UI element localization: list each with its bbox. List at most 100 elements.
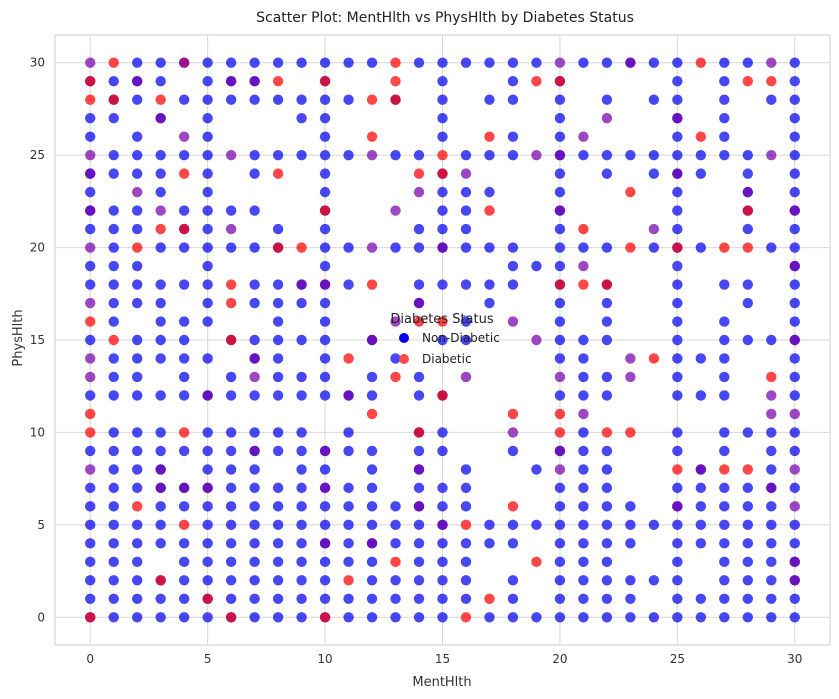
- point-non-diabetic: [272, 297, 284, 309]
- point-non-diabetic: [296, 94, 307, 105]
- point-diabetic: [742, 464, 754, 475]
- point-non-diabetic: [601, 575, 613, 586]
- point-non-diabetic: [366, 593, 378, 604]
- point-overlap: [554, 149, 566, 161]
- point-diabetic: [225, 297, 237, 309]
- point-non-diabetic: [789, 223, 800, 235]
- point-non-diabetic: [601, 445, 613, 457]
- point-non-diabetic: [155, 57, 166, 68]
- point-non-diabetic: [343, 501, 354, 512]
- point-non-diabetic: [390, 353, 401, 364]
- point-non-diabetic: [672, 297, 683, 309]
- point-non-diabetic: [742, 575, 754, 586]
- point-non-diabetic: [531, 612, 542, 623]
- point-diabetic: [108, 57, 119, 68]
- point-non-diabetic: [437, 205, 448, 216]
- point-non-diabetic: [601, 556, 613, 568]
- point-non-diabetic: [85, 519, 96, 531]
- point-non-diabetic: [766, 593, 777, 604]
- point-non-diabetic: [225, 593, 237, 604]
- y-tick-label: 20: [30, 241, 45, 255]
- point-non-diabetic: [108, 482, 119, 494]
- point-non-diabetic: [343, 445, 354, 457]
- point-non-diabetic: [460, 316, 472, 327]
- point-diabetic: [85, 408, 96, 420]
- point-overlap: [531, 149, 542, 161]
- point-non-diabetic: [178, 612, 190, 623]
- point-non-diabetic: [155, 149, 166, 161]
- point-non-diabetic: [225, 427, 237, 438]
- point-non-diabetic: [178, 445, 190, 457]
- point-diabetic: [202, 593, 213, 604]
- point-overlap: [413, 464, 425, 475]
- point-non-diabetic: [319, 57, 331, 68]
- point-non-diabetic: [202, 556, 213, 568]
- point-non-diabetic: [202, 76, 213, 87]
- point-non-diabetic: [343, 538, 354, 549]
- point-non-diabetic: [108, 76, 119, 87]
- point-non-diabetic: [719, 575, 730, 586]
- point-non-diabetic: [695, 242, 707, 253]
- point-diabetic: [554, 279, 566, 290]
- point-non-diabetic: [437, 279, 448, 290]
- point-non-diabetic: [366, 482, 378, 494]
- point-non-diabetic: [155, 501, 166, 512]
- point-non-diabetic: [343, 427, 354, 438]
- point-non-diabetic: [742, 519, 754, 531]
- point-overlap: [789, 575, 800, 586]
- point-overlap: [766, 149, 777, 161]
- point-overlap: [413, 186, 425, 198]
- point-non-diabetic: [578, 556, 589, 568]
- point-non-diabetic: [319, 353, 331, 364]
- point-non-diabetic: [695, 390, 707, 401]
- point-non-diabetic: [155, 390, 166, 401]
- point-non-diabetic: [131, 445, 143, 457]
- point-non-diabetic: [85, 445, 96, 457]
- point-non-diabetic: [249, 205, 260, 216]
- point-non-diabetic: [85, 556, 96, 568]
- point-overlap: [578, 260, 589, 272]
- point-non-diabetic: [554, 260, 566, 272]
- point-non-diabetic: [437, 186, 448, 198]
- point-non-diabetic: [202, 94, 213, 105]
- point-diabetic: [437, 168, 448, 179]
- point-non-diabetic: [742, 538, 754, 549]
- point-non-diabetic: [155, 427, 166, 438]
- point-non-diabetic: [319, 334, 331, 346]
- point-non-diabetic: [178, 149, 190, 161]
- point-non-diabetic: [108, 612, 119, 623]
- point-non-diabetic: [108, 593, 119, 604]
- point-non-diabetic: [460, 57, 472, 68]
- point-non-diabetic: [672, 223, 683, 235]
- point-non-diabetic: [85, 112, 96, 124]
- point-non-diabetic: [460, 556, 472, 568]
- point-non-diabetic: [108, 556, 119, 568]
- point-non-diabetic: [225, 464, 237, 475]
- point-non-diabetic: [366, 371, 378, 383]
- point-overlap: [85, 57, 96, 68]
- point-non-diabetic: [296, 501, 307, 512]
- point-non-diabetic: [202, 57, 213, 68]
- point-non-diabetic: [507, 131, 519, 142]
- point-non-diabetic: [131, 205, 143, 216]
- point-non-diabetic: [742, 168, 754, 179]
- point-diabetic: [178, 223, 190, 235]
- point-non-diabetic: [296, 149, 307, 161]
- legend-label-non-diabetic: Non-Diabetic: [422, 331, 500, 345]
- point-overlap: [85, 242, 96, 253]
- point-overlap: [578, 408, 589, 420]
- point-overlap: [625, 371, 636, 383]
- point-overlap: [225, 76, 237, 87]
- point-non-diabetic: [131, 94, 143, 105]
- point-overlap: [672, 168, 683, 179]
- point-non-diabetic: [272, 149, 284, 161]
- point-non-diabetic: [225, 94, 237, 105]
- point-non-diabetic: [202, 445, 213, 457]
- y-tick-label: 5: [37, 518, 45, 532]
- point-non-diabetic: [366, 501, 378, 512]
- point-non-diabetic: [554, 501, 566, 512]
- point-non-diabetic: [507, 94, 519, 105]
- point-overlap: [460, 371, 472, 383]
- point-non-diabetic: [672, 593, 683, 604]
- point-non-diabetic: [343, 482, 354, 494]
